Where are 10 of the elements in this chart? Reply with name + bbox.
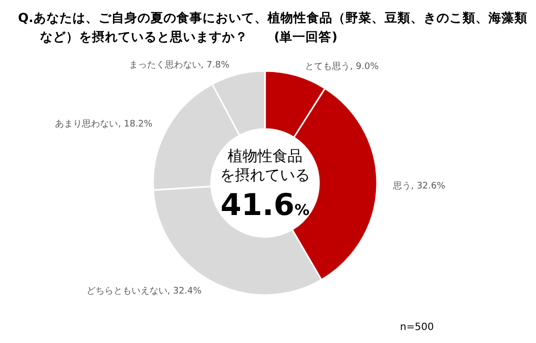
slice-label: 思う, 32.6% bbox=[392, 180, 446, 192]
slice-label: とても思う, 9.0% bbox=[305, 60, 380, 72]
slice-label: どちらともいえない, 32.4% bbox=[86, 286, 202, 297]
text: 41.6% bbox=[220, 188, 310, 223]
text: n=500 bbox=[400, 322, 434, 333]
chart-title: Q.あなたは、ご自身の夏の食事において、植物性食品（野菜、豆類、きのこ類、海藻類など）を摂れていると思いますか？ (単一回答) bbox=[18, 10, 528, 44]
slice-label: あまり思わない, 18.2% bbox=[55, 118, 153, 130]
text: を摂れている bbox=[220, 166, 310, 184]
text: 植物性食品 bbox=[228, 147, 302, 165]
slice-label: まったく思わない, 7.8% bbox=[128, 60, 230, 71]
